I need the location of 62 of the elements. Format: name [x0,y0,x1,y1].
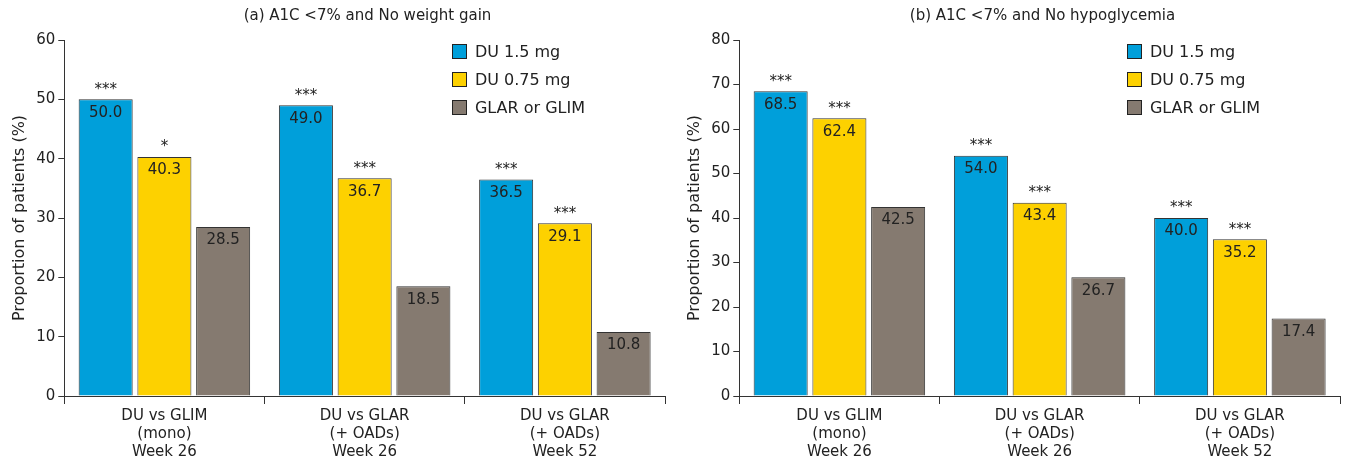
data-label: 40.3 [147,160,182,179]
legend-label: GLAR or GLIM [474,98,585,117]
y-tick-label: 80 [711,29,731,48]
y-tick-label: 50 [711,163,731,182]
legend-label: DU 0.75 mg [474,70,571,89]
y-tick-label: 30 [711,252,731,271]
annotation: *** [494,159,518,178]
annotation: *** [769,71,793,90]
data-label: 54.0 [964,159,998,178]
annotation: *** [969,136,993,155]
data-label: 18.5 [406,289,441,308]
annotation: *** [1169,198,1193,217]
y-tick-label: 10 [711,341,731,360]
y-axis-title: Proportion of patients (%) [8,114,28,322]
annotation: *** [1228,219,1252,238]
annotation: *** [94,79,118,98]
y-axis-title: Proportion of patients (%) [683,114,703,322]
legend-label: DU 0.75 mg [1149,70,1246,89]
data-label: 42.5 [881,210,915,229]
data-label: 50.0 [88,102,123,121]
data-label: 29.1 [548,226,582,245]
data-label: 26.7 [1081,280,1116,299]
data-label: 36.7 [347,181,382,200]
y-tick-label: 20 [36,267,56,286]
x-tick-label: DU vs GLAR (+ OADs) Week 26 [319,405,410,460]
data-label: 17.4 [1281,321,1316,340]
annotation: * [160,137,169,156]
x-tick-label: DU vs GLAR (+ OADs) Week 52 [520,405,610,460]
legend-label: DU 1.5 mg [1149,42,1236,61]
chart-title: (b) A1C <7% and No hypoglycemia [908,6,1177,24]
x-tick-label: DU vs GLIM (mono) Week 26 [121,405,208,460]
legend-label: DU 1.5 mg [474,42,561,61]
y-tick-label: 70 [711,74,731,93]
annotation: *** [353,158,377,177]
data-label: 10.8 [606,335,641,354]
annotation: *** [1028,183,1052,202]
y-tick-label: 60 [36,29,56,48]
data-label: 35.2 [1223,242,1257,261]
x-tick-label: DU vs GLIM (mono) Week 26 [796,405,883,460]
data-label: 49.0 [289,108,323,127]
y-tick-label: 50 [36,89,56,108]
data-label: 36.5 [489,182,523,201]
y-tick-label: 10 [36,326,56,345]
annotation: *** [553,203,577,222]
chart-title: (a) A1C <7% and No weight gain [242,6,493,24]
y-tick-label: 0 [45,385,56,404]
data-label: 68.5 [763,94,798,113]
y-tick-label: 0 [720,385,731,404]
y-tick-label: 20 [711,296,731,315]
y-tick-label: 60 [711,118,731,137]
data-label: 28.5 [206,230,240,249]
y-tick-label: 30 [36,207,56,226]
y-tick-label: 40 [711,207,731,226]
annotation: *** [294,85,318,104]
x-tick-label: DU vs GLAR (+ OADs) Week 26 [994,405,1085,460]
y-tick-label: 40 [36,148,56,167]
data-label: 43.4 [1022,206,1057,225]
legend-label: GLAR or GLIM [1149,98,1260,117]
data-label: 62.4 [822,121,857,140]
data-label: 40.0 [1164,221,1198,240]
annotation: *** [828,98,852,117]
x-tick-label: DU vs GLAR (+ OADs) Week 52 [1195,405,1285,460]
